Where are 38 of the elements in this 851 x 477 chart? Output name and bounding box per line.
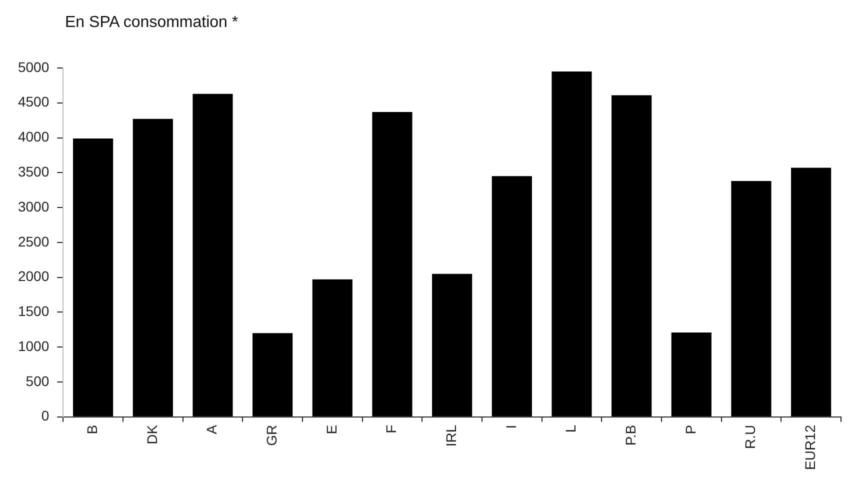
x-tick-label: IRL xyxy=(442,424,459,447)
bar xyxy=(671,332,712,416)
y-tick-label: 500 xyxy=(26,372,50,389)
bar xyxy=(552,71,592,416)
x-tick-label: A xyxy=(204,424,220,434)
y-tick-label: 0 xyxy=(41,408,50,424)
x-tick-label: DK xyxy=(144,424,160,444)
x-tick-label: I xyxy=(502,424,519,429)
x-tick-label: L xyxy=(562,424,579,433)
chart-title: En SPA consommation * xyxy=(65,14,238,32)
x-tick-label: E xyxy=(323,424,340,434)
bar xyxy=(192,94,233,416)
x-tick-label: F xyxy=(383,424,400,434)
bar xyxy=(731,181,772,416)
bar xyxy=(432,274,472,416)
y-tick-label: 1500 xyxy=(18,303,50,320)
y-tick-label: 3000 xyxy=(18,198,50,214)
x-tick-label: P.B xyxy=(622,424,638,446)
bar xyxy=(312,279,352,416)
y-tick-label: 3500 xyxy=(18,164,50,180)
bar xyxy=(252,333,293,416)
x-tick-label: R.U xyxy=(742,424,758,449)
y-tick-label: 1000 xyxy=(18,338,50,354)
bar xyxy=(492,176,532,416)
y-tick-label: 2000 xyxy=(18,268,50,284)
bar xyxy=(73,138,114,416)
bar xyxy=(791,168,832,416)
bar xyxy=(612,95,652,416)
x-tick-label: P xyxy=(682,424,698,434)
y-tick-label: 5000 xyxy=(18,58,50,75)
y-tick-label: 4000 xyxy=(18,128,50,145)
x-tick-label: GR xyxy=(263,424,280,446)
x-tick-label: EUR12 xyxy=(802,424,818,470)
y-tick-label: 2500 xyxy=(18,233,50,250)
bar xyxy=(372,112,412,416)
bar xyxy=(132,118,173,416)
y-tick-label: 4500 xyxy=(18,94,50,110)
x-tick-label: B xyxy=(84,424,100,434)
